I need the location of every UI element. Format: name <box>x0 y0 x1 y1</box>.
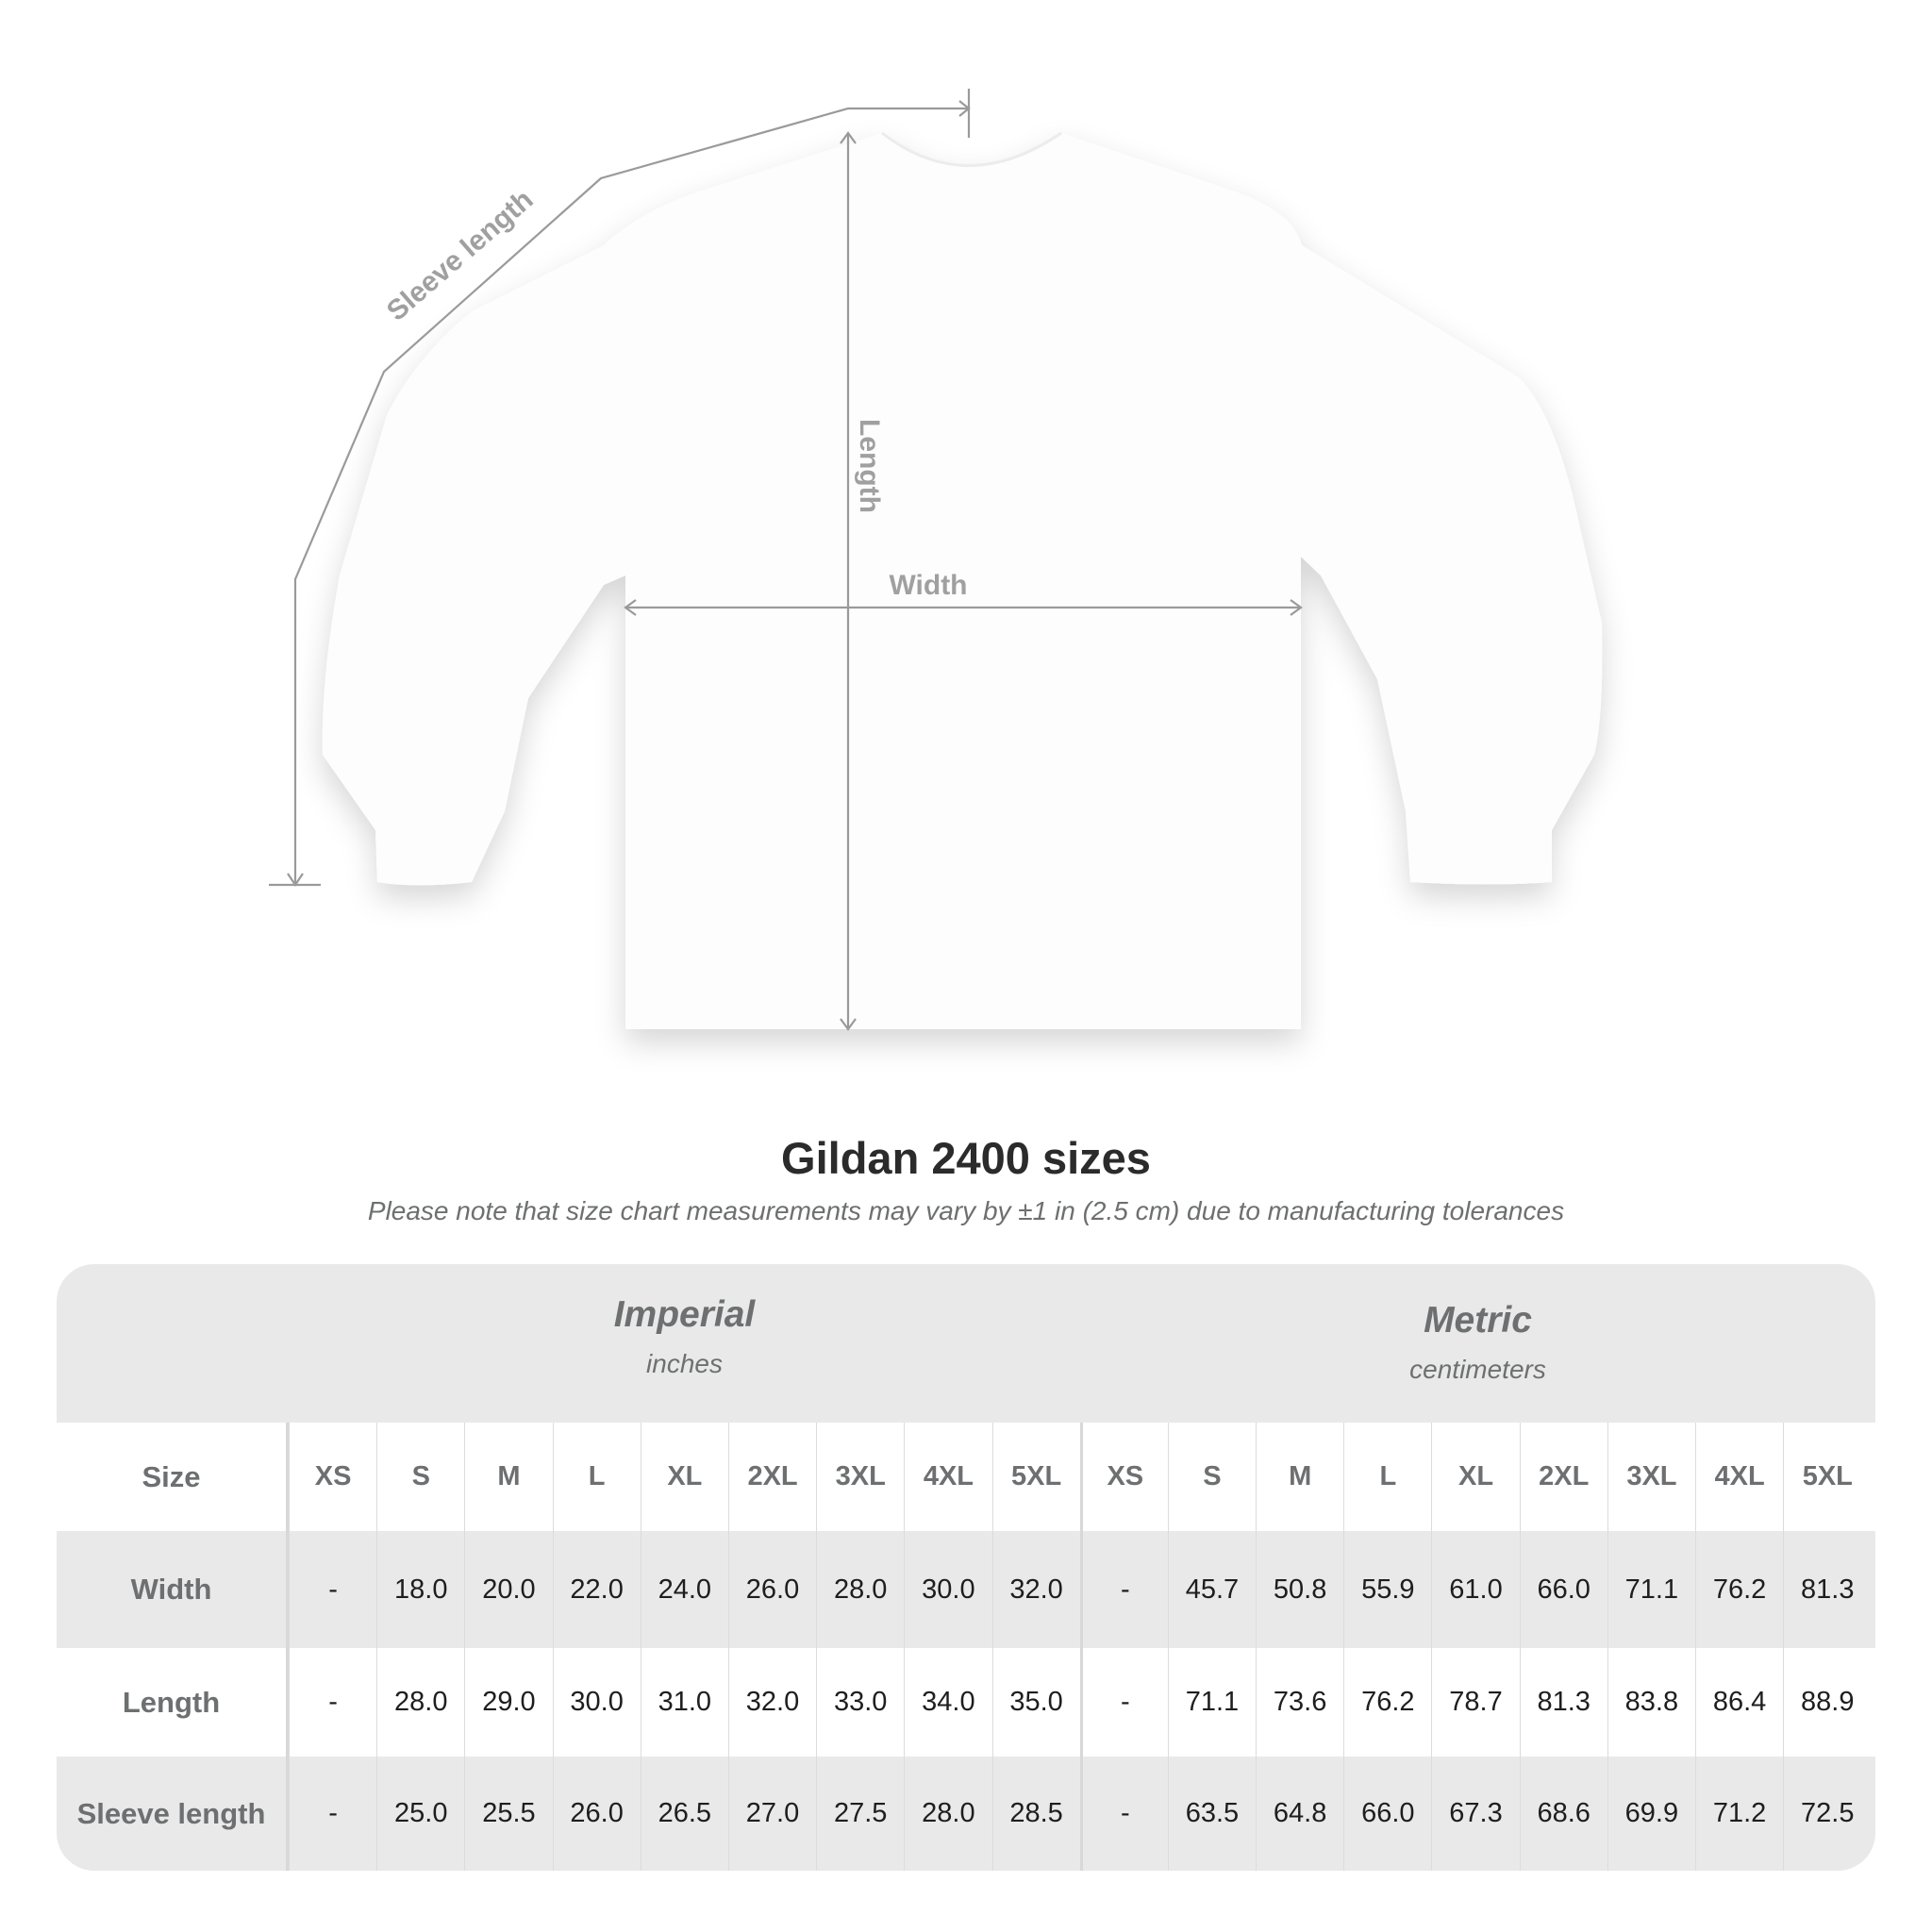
size-header-cell: 3XL <box>816 1423 904 1531</box>
metric-value-cell: 71.1 <box>1607 1531 1695 1648</box>
imperial-value-cell: 26.0 <box>727 1531 816 1648</box>
size-header-row: Size XS S M L XL 2XL 3XL 4XL 5XL XS S M L XL 2XL 3XL 4XL 5… <box>57 1423 1875 1531</box>
size-header-cell: 2XL <box>727 1423 816 1531</box>
size-header-cell: 2XL <box>1519 1423 1607 1531</box>
imperial-value-cell: 32.0 <box>727 1648 816 1757</box>
metric-value-cell: 73.6 <box>1256 1648 1343 1757</box>
imperial-unit: inches <box>646 1349 723 1378</box>
size-header-cell: 4XL <box>1695 1423 1783 1531</box>
row-label: Width <box>57 1531 289 1648</box>
sleeve-length-line <box>293 107 969 885</box>
imperial-value-cell: 27.0 <box>727 1757 816 1871</box>
metric-value-cell: 45.7 <box>1167 1531 1256 1648</box>
metric-value-cell: 64.8 <box>1256 1757 1343 1871</box>
row-label: Sleeve length <box>57 1757 289 1871</box>
metric-header: Metric centimeters <box>1080 1300 1875 1385</box>
metric-value-cell: 83.8 <box>1607 1648 1695 1757</box>
imperial-header: Imperial inches <box>289 1294 1080 1379</box>
imperial-value-cell: - <box>289 1531 376 1648</box>
size-header-cell: M <box>464 1423 552 1531</box>
imperial-value-cell: 18.0 <box>376 1531 464 1648</box>
metric-value-cell: 69.9 <box>1607 1757 1695 1871</box>
metric-value-cell: 71.2 <box>1695 1757 1783 1871</box>
width-label: Width <box>889 570 967 601</box>
metric-value-cell: - <box>1079 1757 1168 1871</box>
shirt-measurement-diagram: Sleeve length Length Width <box>269 89 1603 1031</box>
metric-value-cell: 67.3 <box>1431 1757 1519 1871</box>
size-header-cell: S <box>376 1423 464 1531</box>
metric-value-cell: 71.1 <box>1167 1648 1256 1757</box>
length-label: Length <box>854 419 885 513</box>
size-header-cell: 3XL <box>1607 1423 1695 1531</box>
metric-value-cell: 76.2 <box>1695 1531 1783 1648</box>
metric-value-cell: 55.9 <box>1343 1531 1431 1648</box>
imperial-value-cell: 22.0 <box>552 1531 641 1648</box>
size-chart-table: Imperial inches Metric centimeters Size X… <box>57 1264 1875 1871</box>
long-sleeve-shirt-image <box>322 133 1603 1029</box>
imperial-value-cell: 26.5 <box>640 1757 728 1871</box>
metric-value-cell: 76.2 <box>1343 1648 1431 1757</box>
size-header-cell: 4XL <box>904 1423 991 1531</box>
imperial-title: Imperial <box>613 1294 756 1335</box>
size-header-cell: L <box>1343 1423 1431 1531</box>
imperial-value-cell: 27.5 <box>816 1757 904 1871</box>
imperial-value-cell: 30.0 <box>904 1531 991 1648</box>
imperial-value-cell: 32.0 <box>991 1531 1080 1648</box>
imperial-value-cell: 30.0 <box>552 1648 641 1757</box>
metric-value-cell: 66.0 <box>1519 1531 1607 1648</box>
imperial-value-cell: 20.0 <box>464 1531 552 1648</box>
imperial-value-cell: - <box>289 1648 376 1757</box>
imperial-value-cell: 28.0 <box>904 1757 991 1871</box>
metric-value-cell: 68.6 <box>1519 1757 1607 1871</box>
imperial-value-cell: 33.0 <box>816 1648 904 1757</box>
size-header-cell: 5XL <box>1783 1423 1871 1531</box>
row-label: Size <box>57 1423 289 1531</box>
imperial-value-cell: 31.0 <box>640 1648 728 1757</box>
metric-value-cell: 50.8 <box>1256 1531 1343 1648</box>
size-header-cell: XS <box>1079 1423 1168 1531</box>
table-row: Sleeve length -25.0 25.5 26.0 26.5 27.0 27.5 28… <box>57 1757 1875 1871</box>
row-label: Length <box>57 1648 289 1757</box>
metric-value-cell: - <box>1079 1648 1168 1757</box>
imperial-value-cell: 28.0 <box>816 1531 904 1648</box>
metric-value-cell: 66.0 <box>1343 1757 1431 1871</box>
imperial-value-cell: 35.0 <box>991 1648 1080 1757</box>
size-header-cell: M <box>1256 1423 1343 1531</box>
size-header-cell: L <box>552 1423 641 1531</box>
page-title: Gildan 2400 sizes <box>781 1133 1151 1183</box>
metric-value-cell: 78.7 <box>1431 1648 1519 1757</box>
imperial-value-cell: 34.0 <box>904 1648 991 1757</box>
metric-value-cell: 88.9 <box>1783 1648 1871 1757</box>
metric-value-cell: 81.3 <box>1519 1648 1607 1757</box>
table-row: Width -18.0 20.0 22.0 24.0 26.0 28.0 30.0 32.0-4… <box>57 1531 1875 1648</box>
size-header-cell: XL <box>640 1423 728 1531</box>
size-header-cell: XL <box>1431 1423 1519 1531</box>
metric-value-cell: 72.5 <box>1783 1757 1871 1871</box>
metric-value-cell: 61.0 <box>1431 1531 1519 1648</box>
tolerance-note: Please note that size chart measurements… <box>367 1196 1565 1225</box>
metric-value-cell: 63.5 <box>1167 1757 1256 1871</box>
metric-unit: centimeters <box>1409 1355 1546 1384</box>
imperial-value-cell: 28.0 <box>376 1648 464 1757</box>
metric-value-cell: 86.4 <box>1695 1648 1783 1757</box>
imperial-value-cell: 29.0 <box>464 1648 552 1757</box>
size-header-cell: S <box>1167 1423 1256 1531</box>
imperial-value-cell: 28.5 <box>991 1757 1080 1871</box>
imperial-value-cell: 25.0 <box>376 1757 464 1871</box>
imperial-value-cell: 24.0 <box>640 1531 728 1648</box>
size-header-cell: XS <box>289 1423 376 1531</box>
metric-title: Metric <box>1424 1300 1532 1341</box>
imperial-value-cell: 26.0 <box>552 1757 641 1871</box>
imperial-value-cell: - <box>289 1757 376 1871</box>
imperial-value-cell: 25.5 <box>464 1757 552 1871</box>
metric-value-cell: - <box>1079 1531 1168 1648</box>
table-header-band <box>57 1264 1875 1423</box>
table-row: Length -28.0 29.0 30.0 31.0 32.0 33.0 34.0 35.0-… <box>57 1648 1875 1757</box>
size-header-cell: 5XL <box>991 1423 1080 1531</box>
measurement-lines <box>269 89 1303 1031</box>
metric-value-cell: 81.3 <box>1783 1531 1871 1648</box>
